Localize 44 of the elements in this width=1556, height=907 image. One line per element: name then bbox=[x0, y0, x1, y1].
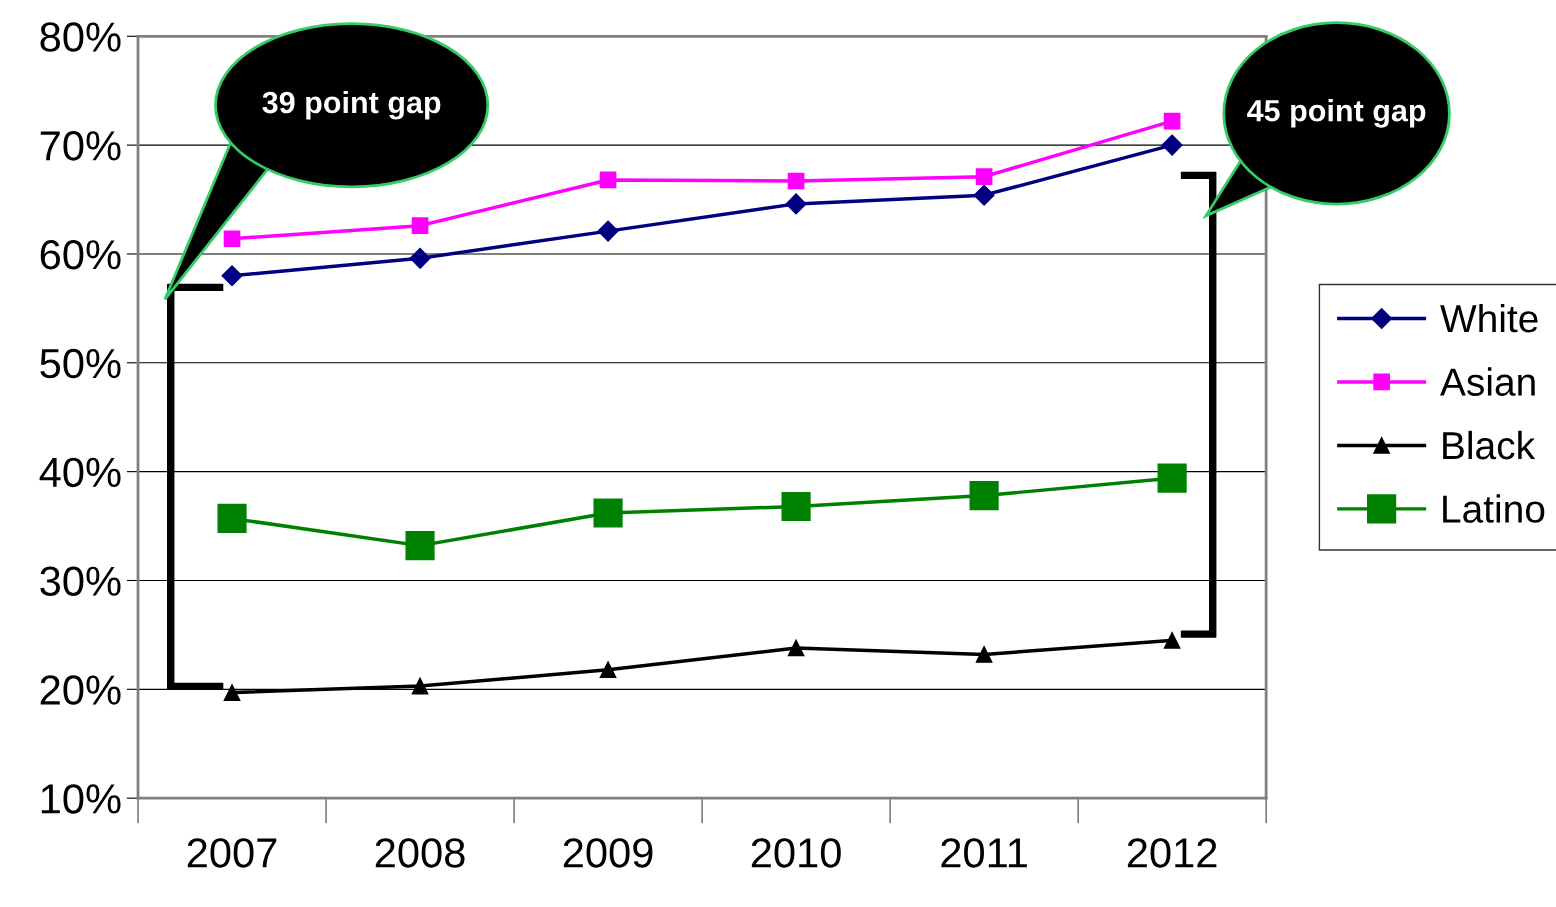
x-tick-label: 2010 bbox=[751, 838, 841, 868]
point bbox=[781, 491, 811, 522]
point bbox=[597, 220, 619, 242]
point bbox=[599, 171, 617, 189]
point bbox=[405, 531, 435, 561]
y-tick-label: 20% bbox=[40, 675, 121, 705]
point bbox=[1163, 632, 1181, 649]
legend-label: White bbox=[1440, 303, 1538, 333]
point bbox=[409, 247, 431, 269]
point bbox=[223, 684, 241, 701]
y-tick-label: 60% bbox=[40, 239, 121, 270]
annotation: 39 point gap bbox=[262, 90, 441, 120]
y-tick-label: 70% bbox=[40, 131, 121, 161]
point bbox=[1163, 112, 1181, 130]
point bbox=[411, 217, 429, 234]
legend-label: Latino bbox=[1443, 494, 1545, 523]
point bbox=[785, 193, 807, 215]
point bbox=[1161, 134, 1183, 156]
x-tick-label: 2012 bbox=[1127, 838, 1217, 868]
point bbox=[593, 498, 623, 528]
y-tick-label: 10% bbox=[41, 784, 121, 814]
x-tick-label: 2007 bbox=[187, 838, 277, 868]
x-tick-label: 2008 bbox=[375, 838, 465, 868]
point bbox=[223, 230, 241, 248]
point bbox=[973, 184, 995, 206]
legend-label: Black bbox=[1443, 430, 1536, 460]
y-tick-label: 30% bbox=[40, 566, 121, 596]
annotation: 45 point gap bbox=[1247, 99, 1426, 128]
y-tick-label: 50% bbox=[40, 348, 121, 379]
y-tick-label: 40% bbox=[39, 457, 121, 488]
point bbox=[787, 172, 805, 190]
point bbox=[411, 677, 429, 695]
x-tick-label: 2009 bbox=[563, 838, 653, 868]
point bbox=[975, 646, 993, 663]
point bbox=[1157, 463, 1187, 493]
point bbox=[975, 168, 993, 186]
x-tick-label: 2011 bbox=[941, 838, 1027, 868]
point bbox=[221, 265, 243, 287]
legend-label: Asian bbox=[1440, 367, 1535, 396]
point bbox=[969, 481, 999, 511]
point bbox=[599, 661, 617, 679]
y-tick-label: 80% bbox=[40, 22, 121, 52]
point bbox=[787, 639, 805, 657]
point bbox=[217, 503, 247, 534]
